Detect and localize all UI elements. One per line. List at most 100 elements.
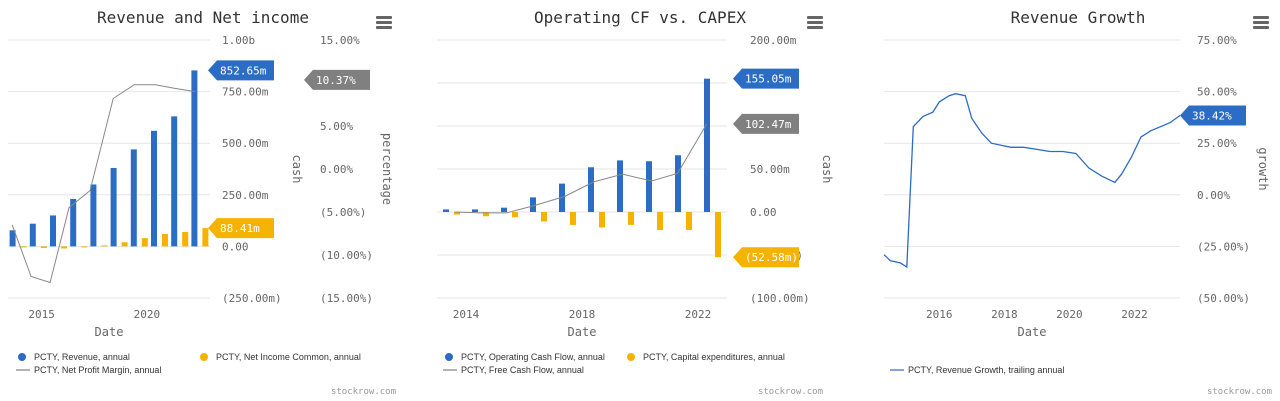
y-tick-label: 25.00% — [1197, 137, 1237, 150]
y-tick-label: 5.00% — [320, 120, 353, 133]
x-tick-label: 2022 — [1121, 308, 1148, 321]
x-tick-label: 2018 — [569, 308, 596, 321]
bar — [29, 223, 36, 247]
menu-icon[interactable] — [1253, 16, 1269, 19]
value-flag-label-0: 155.05m — [745, 73, 792, 86]
bar — [70, 198, 77, 247]
bar — [570, 212, 576, 225]
legend-item-label[interactable]: PCTY, Operating Cash Flow, annual — [461, 352, 605, 362]
y-tick-label: 50.00% — [1197, 86, 1237, 99]
bar — [715, 212, 721, 258]
x-tick-label: 2016 — [926, 308, 953, 321]
value-flag-1 — [733, 113, 799, 134]
y-tick-label: (5.00%) — [320, 206, 366, 219]
bar — [472, 209, 478, 212]
bar — [9, 230, 16, 247]
bar — [541, 212, 547, 222]
legend-marker — [18, 353, 26, 361]
legend-item-label[interactable]: PCTY, Revenue, annual — [34, 352, 130, 362]
y-tick-label: 250.00m — [222, 189, 269, 202]
bar — [588, 167, 594, 212]
y-tick-label: (10.00%) — [320, 249, 373, 262]
bar — [40, 246, 47, 249]
legend-marker — [627, 353, 635, 361]
chart-title: Revenue Growth — [1011, 8, 1146, 27]
bar — [443, 209, 449, 212]
value-flag-label-1: 102.47m — [745, 118, 792, 131]
x-tick-label: 2015 — [28, 308, 55, 321]
menu-icon[interactable] — [807, 21, 823, 24]
chart-panel-revenue: Revenue and Net income 1.00b 750.00m 500.00… — [0, 0, 426, 401]
menu-icon[interactable] — [376, 26, 392, 29]
y-tick-label: (100.00m) — [750, 292, 810, 305]
legend-marker — [445, 353, 453, 361]
y-tick-label: 500.00m — [222, 137, 269, 150]
bar — [530, 197, 536, 212]
y-tick-label: 0.00% — [320, 163, 353, 176]
bar — [141, 238, 148, 247]
series-line — [883, 93, 1181, 269]
y-tick-label: 15.00% — [320, 34, 360, 47]
bar — [628, 212, 634, 225]
legend-item-label[interactable]: PCTY, Net Profit Margin, annual — [34, 365, 161, 375]
value-flag-0 — [208, 60, 274, 81]
bar — [501, 207, 507, 212]
chart-panel-growth: Revenue Growth 75.00% 50.00% 25.00% 0.00% (25… — [854, 0, 1280, 401]
y-tick-label: (25.00%) — [1197, 240, 1250, 253]
chart-panel-cashflow: Operating CF vs. CAPEX200.00m150.00m100.… — [427, 0, 853, 401]
y-tick-label: 0.00 — [750, 206, 777, 219]
series-line — [11, 84, 196, 284]
y-tick-label: 0.00 — [222, 240, 249, 253]
revenue-growth-chart: Revenue Growth 75.00% 50.00% 25.00% 0.00% (25… — [883, 8, 1272, 397]
bar — [675, 155, 681, 212]
x-tick-label: 2022 — [685, 308, 712, 321]
value-flag-2 — [208, 218, 274, 239]
menu-icon[interactable] — [1253, 21, 1269, 24]
bar — [130, 149, 137, 247]
y-tick-label: 75.00% — [1197, 34, 1237, 47]
credit-link: stockrow.com — [758, 387, 823, 397]
y-tick-label: (15.00%) — [320, 292, 373, 305]
bar — [90, 184, 97, 247]
y-tick-label: 200.00m — [750, 34, 797, 47]
legend-marker — [200, 353, 208, 361]
bar — [110, 167, 117, 247]
legend-item-label[interactable]: PCTY, Capital expenditures, annual — [643, 352, 785, 362]
y-tick-label: (250.00m) — [222, 292, 282, 305]
menu-icon[interactable] — [376, 16, 392, 19]
menu-icon[interactable] — [807, 26, 823, 29]
y-tick-label: 0.00% — [1197, 189, 1230, 202]
x-tick-label: 2014 — [453, 308, 480, 321]
bar — [162, 234, 168, 247]
legend-item-label[interactable]: PCTY, Revenue Growth, trailing annual — [908, 365, 1064, 375]
y-tick-label: 750.00m — [222, 86, 269, 99]
bar — [50, 215, 56, 247]
bar — [483, 212, 489, 217]
menu-icon[interactable] — [376, 21, 392, 24]
bar — [646, 161, 652, 212]
series-line — [454, 123, 708, 214]
menu-icon[interactable] — [1253, 26, 1269, 29]
x-tick-label: 2020 — [134, 308, 161, 321]
bar — [617, 160, 623, 212]
x-axis-title: Date — [1018, 325, 1047, 339]
bar — [512, 212, 518, 218]
bar — [61, 246, 67, 249]
value-flag-1 — [304, 69, 370, 90]
bar — [657, 212, 663, 231]
bar — [81, 246, 88, 248]
bar — [454, 212, 460, 215]
y-axis-title: percentage — [380, 133, 394, 205]
value-flag-label-2: (52.58m) — [745, 251, 798, 264]
y-tick-label: 50.00m — [750, 163, 790, 176]
legend-item-label[interactable]: PCTY, Net Income Common, annual — [216, 352, 361, 362]
value-flag-label-0: 38.42% — [1192, 110, 1232, 123]
bar — [202, 228, 209, 247]
menu-icon[interactable] — [807, 16, 823, 19]
legend-item-label[interactable]: PCTY, Free Cash Flow, annual — [461, 365, 584, 375]
bar — [704, 78, 710, 212]
x-tick-label: 2018 — [991, 308, 1018, 321]
value-flag-label-0: 852.65m — [220, 64, 267, 77]
bar — [121, 242, 128, 247]
chart-title: Revenue and Net income — [97, 8, 309, 27]
